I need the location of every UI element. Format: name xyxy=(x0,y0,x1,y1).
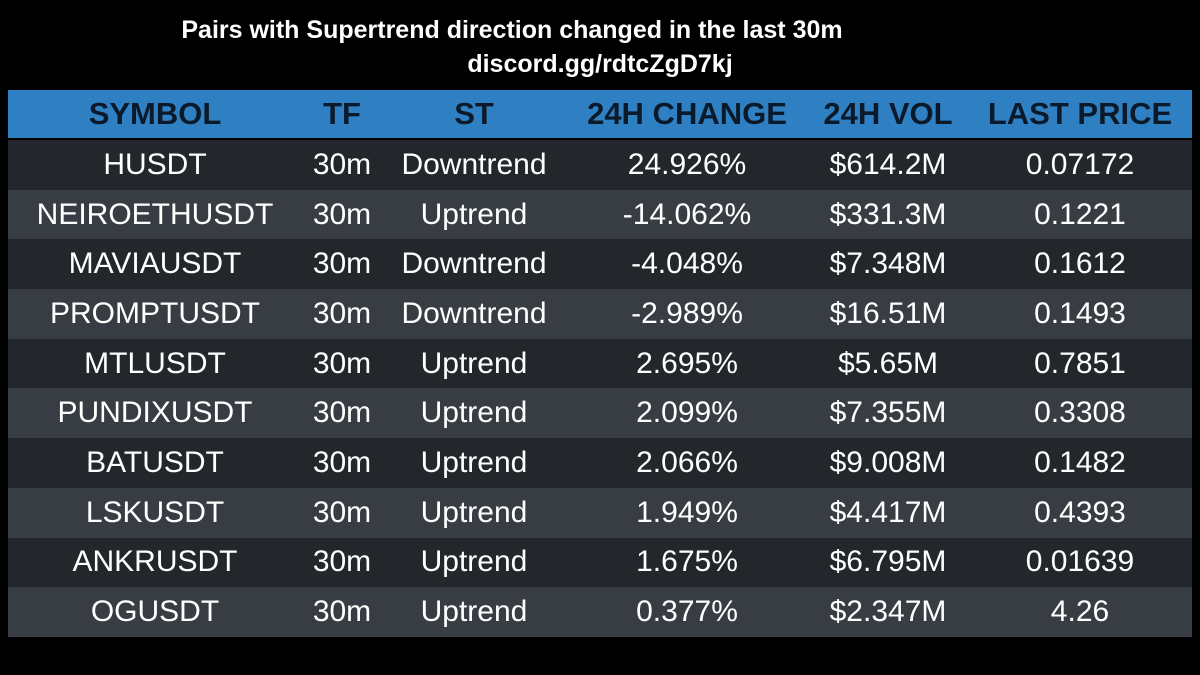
table-cell: 30m xyxy=(312,147,372,181)
column-header: TF xyxy=(323,96,361,131)
table-cell: 0.01639 xyxy=(1025,545,1135,579)
table-row: LSKUSDT 30m Uptrend 1.949% $4.417M 0.4393 xyxy=(8,487,1192,538)
column-header: ST xyxy=(454,96,494,131)
column-header: 24H CHANGE xyxy=(587,96,787,131)
table-cell: Downtrend xyxy=(401,147,547,181)
title: Pairs with Supertrend direction changed … xyxy=(181,16,843,44)
table-cell: 30m xyxy=(312,545,372,579)
table-cell: 0.1612 xyxy=(1034,247,1126,281)
table-cell: 4.26 xyxy=(1050,595,1110,629)
table-cell: ANKRUSDT xyxy=(72,545,238,579)
table-cell: $5.65M xyxy=(837,346,939,380)
table-cell: Uptrend xyxy=(420,346,528,380)
table-cell: LSKUSDT xyxy=(85,495,225,529)
table-cell: 0.1482 xyxy=(1034,445,1126,479)
table-cell: -4.048% xyxy=(631,247,743,281)
table-cell: 0.07172 xyxy=(1025,147,1135,181)
table-cell: Uptrend xyxy=(420,197,528,231)
table-cell: $6.795M xyxy=(829,545,947,579)
table-row: MTLUSDT 30m Uptrend 2.695% $5.65M 0.7851 xyxy=(8,338,1192,389)
table-cell: PROMPTUSDT xyxy=(50,296,260,330)
table-cell: -2.989% xyxy=(631,296,743,330)
table-cell: $331.3M xyxy=(829,197,947,231)
table-cell: NEIROETHUSDT xyxy=(36,197,274,231)
table-cell: 1.949% xyxy=(636,495,738,529)
table-cell: $2.347M xyxy=(829,595,947,629)
table-cell: Uptrend xyxy=(420,495,528,529)
column-header: SYMBOL xyxy=(88,96,222,131)
header-row: SYMBOL TF ST 24H CHANGE 24H VOL LAST PRICE xyxy=(8,90,1192,138)
table-cell: 1.675% xyxy=(636,545,738,579)
table-row: HUSDT 30m Downtrend 24.926% $614.2M 0.07172 xyxy=(8,140,1192,190)
table-cell: $614.2M xyxy=(829,147,947,181)
table-cell: Downtrend xyxy=(401,296,547,330)
table-cell: OGUSDT xyxy=(90,595,220,629)
table-cell: 30m xyxy=(312,445,372,479)
table-cell: Uptrend xyxy=(420,396,528,430)
table-cell: 24.926% xyxy=(627,147,747,181)
table-row: BATUSDT 30m Uptrend 2.066% $9.008M 0.1482 xyxy=(8,438,1192,488)
table-cell: 2.066% xyxy=(636,445,738,479)
table-cell: $7.355M xyxy=(829,396,947,430)
table-cell: MTLUSDT xyxy=(84,346,226,380)
table-cell: 0.377% xyxy=(636,595,738,629)
table-row: NEIROETHUSDT 30m Uptrend -14.062% $331.3M 0.1… xyxy=(8,189,1192,240)
table-cell: Uptrend xyxy=(420,595,528,629)
table-cell: $16.51M xyxy=(829,296,947,330)
table-row: OGUSDT 30m Uptrend 0.377% $2.347M 4.26 xyxy=(8,587,1192,637)
table-cell: 0.1221 xyxy=(1034,197,1126,231)
table-cell: 0.4393 xyxy=(1034,495,1126,529)
table-cell: 0.7851 xyxy=(1034,346,1126,380)
table-cell: 30m xyxy=(312,495,372,529)
table-row: MAVIAUSDT 30m Downtrend -4.048% $7.348M 0.161… xyxy=(8,239,1192,290)
table-cell: -14.062% xyxy=(622,197,752,231)
table-cell: 30m xyxy=(312,595,372,629)
table-cell: Uptrend xyxy=(420,545,528,579)
table-cell: $7.348M xyxy=(829,247,947,281)
table-row: ANKRUSDT 30m Uptrend 1.675% $6.795M 0.01639 xyxy=(8,537,1192,588)
table-cell: PUNDIXUSDT xyxy=(57,396,253,430)
table-row: PROMPTUSDT 30m Downtrend -2.989% $16.51M 0.14… xyxy=(8,289,1192,339)
table-cell: 0.3308 xyxy=(1034,396,1126,430)
table-cell: 30m xyxy=(312,296,372,330)
table-cell: BATUSDT xyxy=(86,445,224,479)
subtitle: discord.gg/rdtcZgD7kj xyxy=(467,50,733,78)
table-cell: 0.1493 xyxy=(1034,296,1126,330)
table-cell: 30m xyxy=(312,197,372,231)
table-cell: $4.417M xyxy=(829,495,947,529)
table-cell: 30m xyxy=(312,247,372,281)
table-cell: 2.695% xyxy=(636,346,738,380)
table-cell: 30m xyxy=(312,346,372,380)
column-header: 24H VOL xyxy=(823,96,953,131)
table-cell: Uptrend xyxy=(420,445,528,479)
table-cell: HUSDT xyxy=(103,147,207,181)
table-cell: Downtrend xyxy=(401,247,547,281)
table-cell: MAVIAUSDT xyxy=(68,247,242,281)
table-cell: 30m xyxy=(312,396,372,430)
table-cell: $9.008M xyxy=(829,445,947,479)
table-row: PUNDIXUSDT 30m Uptrend 2.099% $7.355M 0.3308 xyxy=(8,388,1192,439)
table-cell: 2.099% xyxy=(636,396,738,430)
column-header: LAST PRICE xyxy=(987,96,1173,131)
table: SYMBOL TF ST 24H CHANGE 24H VOL LAST PRICE HUS… xyxy=(8,90,1192,637)
